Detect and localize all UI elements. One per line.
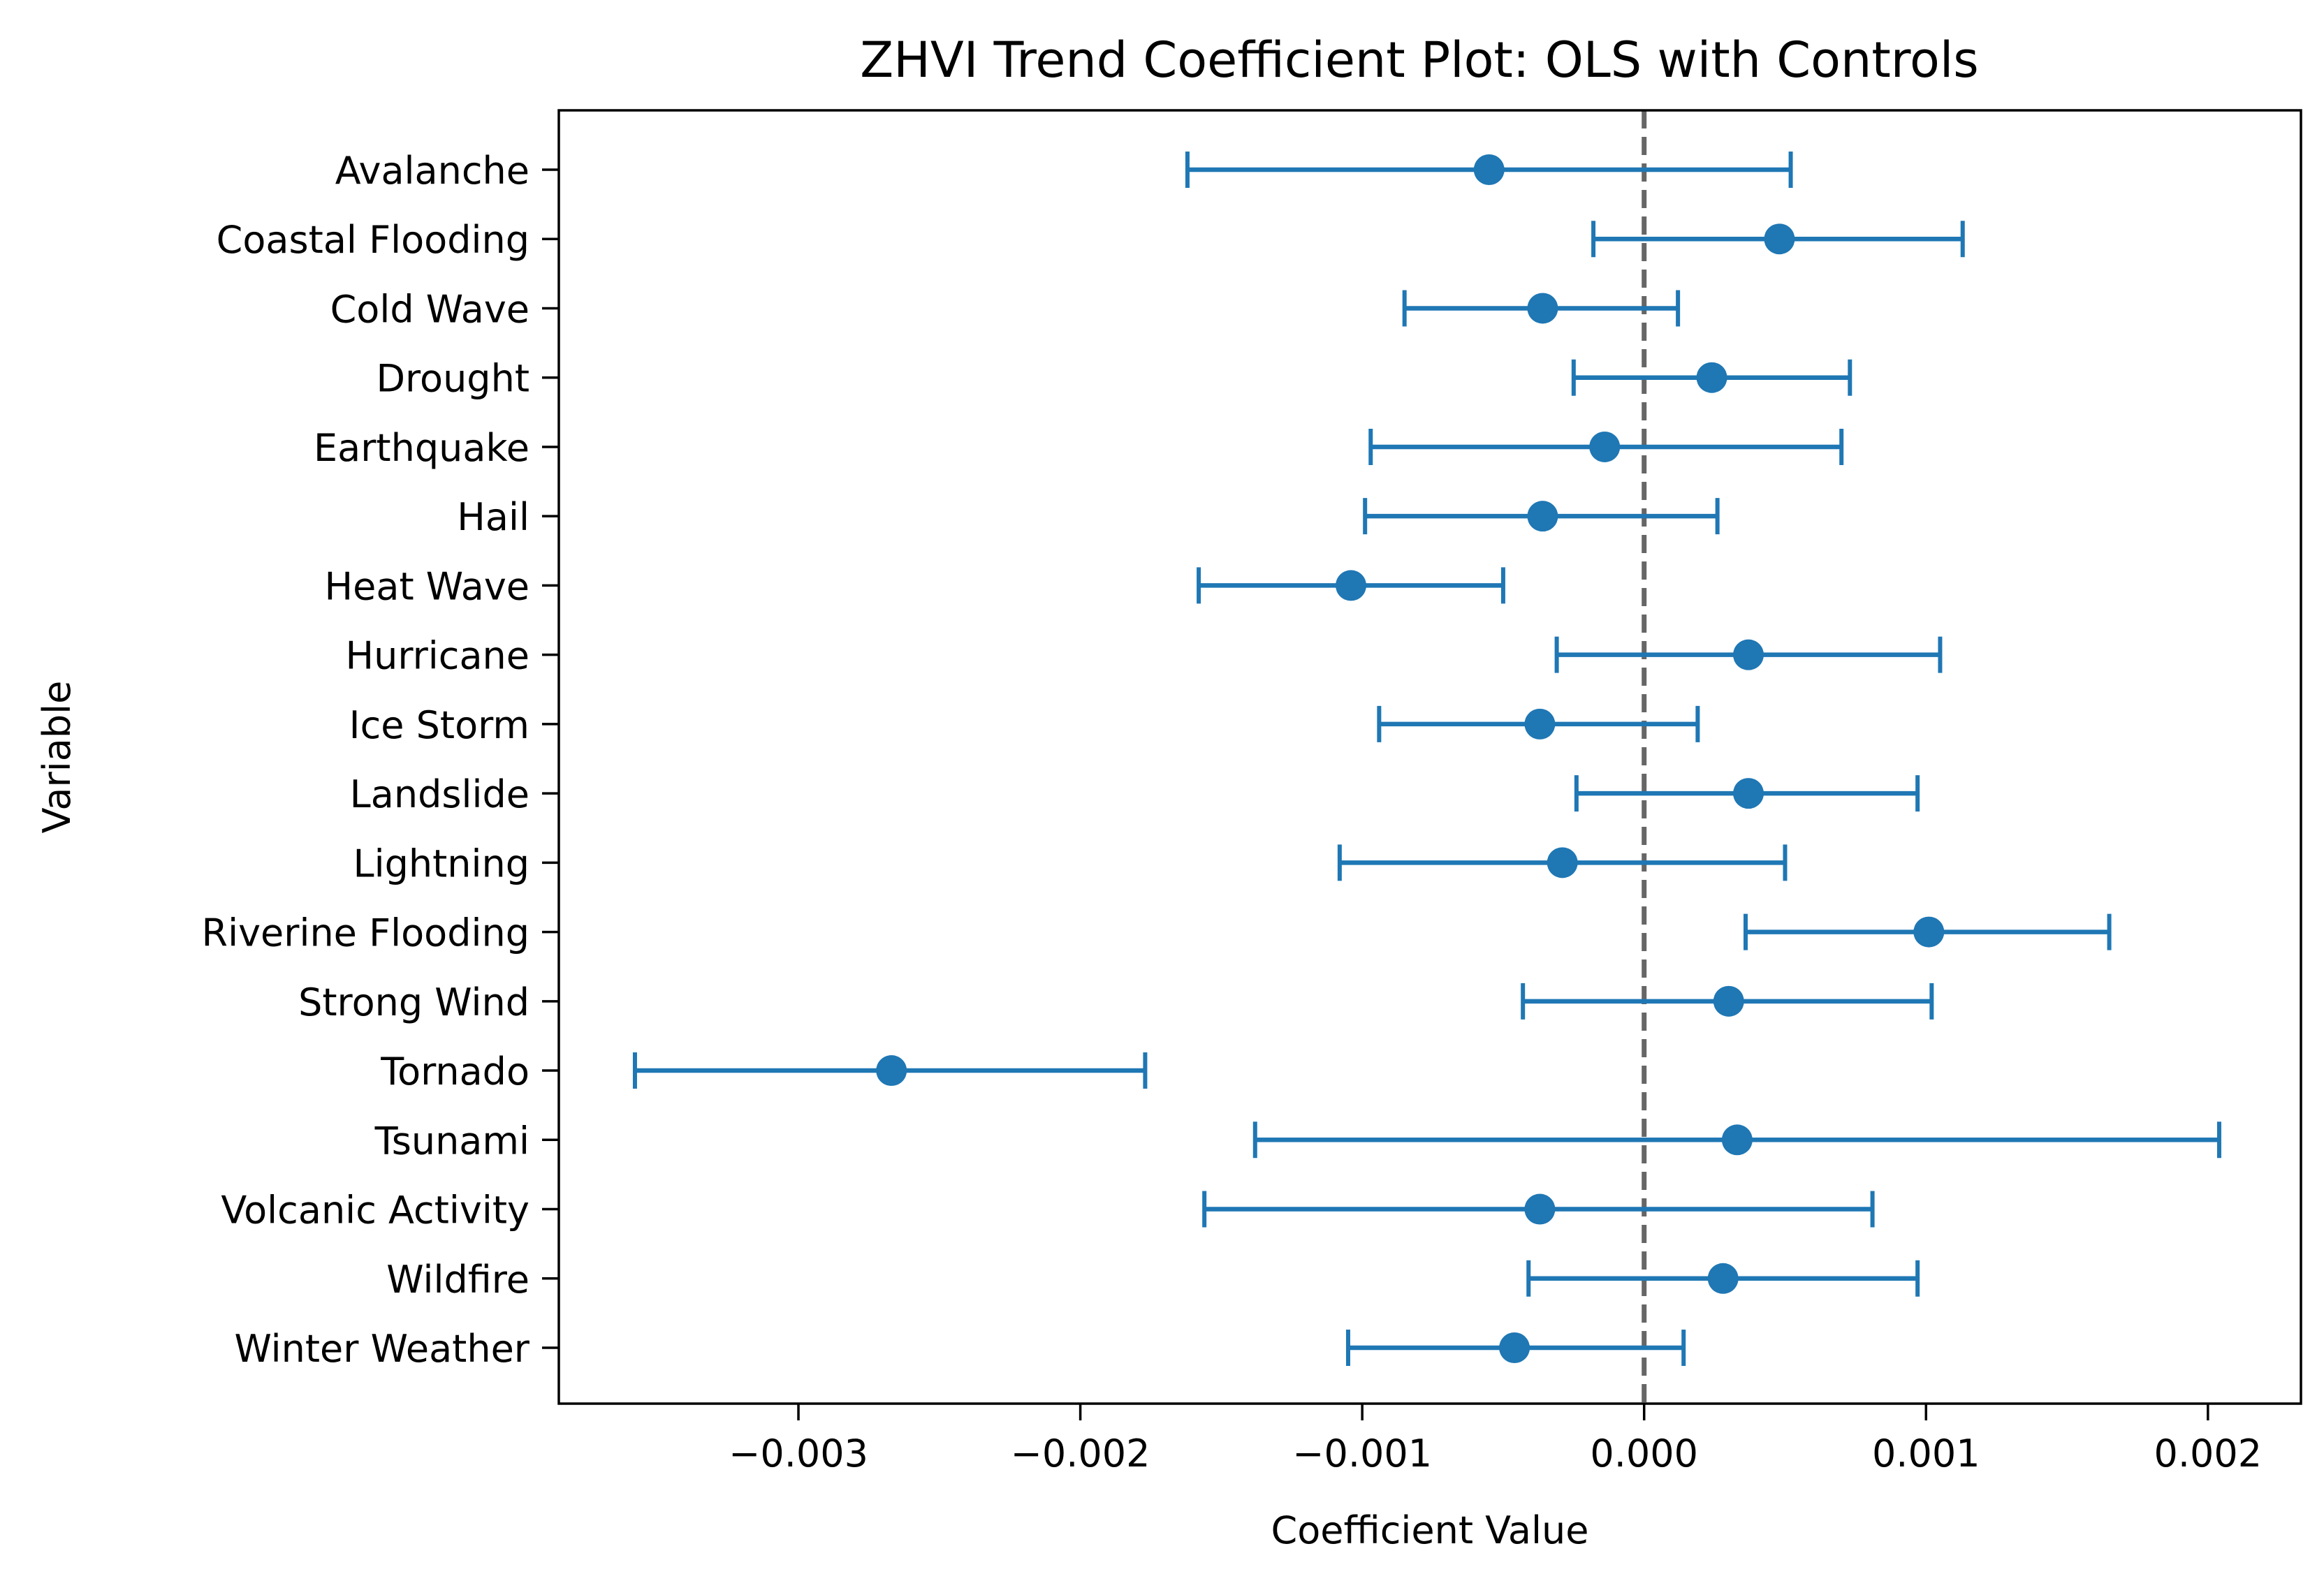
x-tick-label: 0.002: [2154, 1432, 2263, 1476]
x-tick-label: −0.002: [1011, 1432, 1150, 1476]
y-tick-label: Earthquake: [314, 426, 529, 470]
x-tick-label: 0.001: [1872, 1432, 1980, 1476]
coefficient-point: [1547, 847, 1578, 878]
y-tick-label: Tsunami: [374, 1119, 529, 1163]
y-tick-label: Lightning: [353, 841, 530, 885]
y-tick-label: Avalanche: [335, 149, 529, 193]
x-tick-label: 0.000: [1590, 1432, 1698, 1476]
y-tick-label: Ice Storm: [349, 703, 529, 747]
x-axis-ticks: −0.003 −0.002 −0.001 0.000 0.001 0.002: [729, 1404, 2262, 1476]
coefficient-point: [1721, 1124, 1753, 1156]
y-tick-label: Winter Weather: [234, 1327, 529, 1371]
coefficient-point: [1336, 570, 1367, 601]
y-tick-label: Wildfire: [386, 1258, 529, 1302]
coefficient-point: [876, 1055, 907, 1087]
coefficient-point: [1527, 501, 1558, 532]
coefficient-point: [1696, 362, 1727, 393]
y-tick-label: Landslide: [350, 772, 529, 816]
y-tick-label: Strong Wind: [298, 980, 529, 1024]
coefficient-point: [1524, 1193, 1556, 1225]
coefficient-point: [1499, 1332, 1530, 1363]
coefficient-point: [1913, 916, 1945, 948]
y-tick-label: Hail: [457, 495, 529, 539]
x-tick-label: −0.001: [1292, 1432, 1432, 1476]
x-axis-label: Coefficient Value: [1271, 1508, 1589, 1552]
y-tick-label: Hurricane: [345, 634, 529, 678]
y-tick-label: Coastal Flooding: [217, 218, 529, 262]
y-tick-label: Cold Wave: [330, 287, 529, 331]
coefficient-point: [1707, 1263, 1739, 1294]
plot-frame: [557, 109, 2302, 1405]
coefficient-point: [1527, 293, 1558, 324]
y-axis-ticks: Avalanche Coastal Flooding Cold Wave Drough…: [202, 149, 559, 1371]
coefficient-point: [1733, 778, 1764, 809]
coefficient-point: [1713, 985, 1744, 1017]
y-tick-label: Volcanic Activity: [221, 1189, 529, 1233]
y-tick-label: Heat Wave: [325, 564, 529, 608]
coefficient-point: [1764, 223, 1795, 255]
coefficient-point: [1524, 708, 1556, 740]
y-axis-label: Variable: [35, 681, 79, 834]
plot-marks: [632, 110, 2221, 1404]
y-tick-label: Drought: [376, 357, 529, 401]
y-tick-label: Tornado: [380, 1050, 529, 1094]
coefficient-point: [1589, 431, 1621, 462]
coefficient-point: [1733, 639, 1764, 670]
chart-title: ZHVI Trend Coefficient Plot: OLS with Co…: [860, 31, 1979, 89]
y-tick-label: Riverine Flooding: [202, 911, 529, 955]
x-tick-label: −0.003: [729, 1432, 868, 1476]
coefficient-point: [1473, 154, 1505, 185]
